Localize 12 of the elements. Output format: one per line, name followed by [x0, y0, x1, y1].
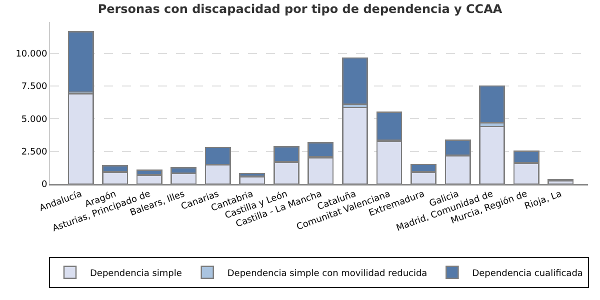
legend-label: Dependencia cualificada [472, 268, 583, 279]
legend-label: Dependencia simple con movilidad reducida [227, 268, 428, 279]
y-tick-label: 5.000 [21, 114, 48, 125]
bar [342, 57, 368, 105]
y-tick-label: 2.500 [21, 147, 48, 158]
legend-label: Dependencia simple [90, 268, 182, 279]
bar [68, 31, 94, 93]
y-tick-label: 7.500 [21, 82, 48, 92]
y-tick-label: 0 [41, 180, 48, 190]
chart-title: Personas con discapacidad por tipo de dependencia y CCAA [98, 2, 503, 16]
y-tick-label: 10.000 [16, 50, 48, 60]
bar [479, 85, 506, 124]
